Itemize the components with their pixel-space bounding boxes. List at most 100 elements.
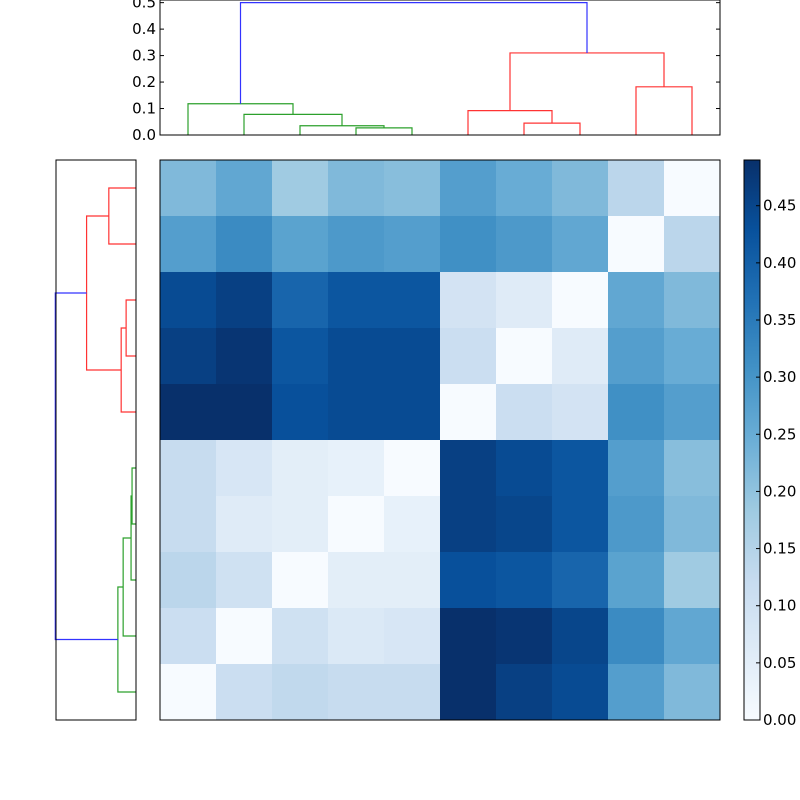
heatmap-cell — [664, 384, 721, 441]
heatmap-cell — [496, 608, 553, 665]
heatmap-frame — [159, 159, 721, 721]
heatmap-cell — [440, 552, 497, 609]
colorbar-tick-label: 0.40 — [763, 254, 796, 272]
heatmap-cell — [608, 328, 665, 385]
heatmap-cell — [216, 384, 273, 441]
heatmap-cell — [664, 496, 721, 553]
y-tick-label: 0.1 — [132, 100, 156, 118]
heatmap-cell — [216, 328, 273, 385]
heatmap-cell — [216, 496, 273, 553]
heatmap-cell — [160, 552, 217, 609]
heatmap-cell — [272, 608, 329, 665]
heatmap-cell — [552, 552, 609, 609]
heatmap-cell — [552, 608, 609, 665]
y-tick-label: 0.0 — [132, 126, 156, 144]
heatmap-cell — [160, 496, 217, 553]
colorbar-tick-label: 0.15 — [763, 540, 796, 558]
dendrogram-link — [108, 187, 136, 245]
heatmap-cell — [664, 440, 721, 497]
heatmap-cell — [552, 384, 609, 441]
heatmap-cell — [384, 328, 441, 385]
heatmap-cell — [608, 384, 665, 441]
heatmap-cell — [272, 272, 329, 329]
heatmap-cell — [216, 664, 273, 721]
dendrogram-link — [635, 86, 693, 135]
heatmap-cell — [272, 328, 329, 385]
heatmap-cell — [272, 496, 329, 553]
dendrogram-link — [130, 495, 136, 581]
heatmap-cell — [608, 160, 665, 217]
heatmap-cell — [552, 664, 609, 721]
heatmap-cell — [272, 440, 329, 497]
heatmap-cell — [160, 440, 217, 497]
heatmap-cell — [160, 384, 217, 441]
dendrogram-link — [187, 103, 294, 135]
heatmap-cell — [664, 160, 721, 217]
heatmap-cell — [384, 216, 441, 273]
colorbar: 0.00 0.05 0.10 0.15 0.20 0.25 0.30 0.35 0.40 0.45 — [743, 159, 796, 729]
colorbar-tick-label: 0.25 — [763, 425, 796, 443]
heatmap-cell — [384, 272, 441, 329]
colorbar-tick-label: 0.00 — [763, 711, 796, 729]
heatmap-cell — [328, 216, 385, 273]
colorbar-gradient — [743, 159, 761, 721]
top-dendrogram — [187, 2, 693, 135]
dendrogram-link — [54, 292, 118, 641]
dendrogram-link — [523, 122, 581, 135]
heatmap-cell — [664, 272, 721, 329]
heatmap-cell — [608, 664, 665, 721]
heatmap-cell — [384, 608, 441, 665]
y-tick-label: 0.3 — [132, 47, 156, 65]
heatmap-cell — [160, 216, 217, 273]
dendrogram-link — [299, 125, 385, 135]
heatmap-cell — [440, 496, 497, 553]
heatmap-cell — [608, 216, 665, 273]
heatmap-cell — [328, 272, 385, 329]
heatmap-cell — [160, 664, 217, 721]
dendrogram-link — [122, 537, 136, 637]
heatmap-cell — [496, 328, 553, 385]
heatmap-cell — [272, 216, 329, 273]
heatmap-cell — [440, 664, 497, 721]
dendrogram-link — [243, 113, 343, 135]
heatmap-cell — [440, 160, 497, 217]
colorbar-tick-label: 0.10 — [763, 597, 796, 615]
heatmap-cell — [440, 216, 497, 273]
heatmap-cell — [216, 608, 273, 665]
heatmap-cell — [384, 160, 441, 217]
heatmap-cell — [440, 384, 497, 441]
heatmap-cell — [440, 328, 497, 385]
heatmap-cell — [216, 272, 273, 329]
dendrogram-link — [239, 2, 588, 104]
heatmap-cell — [664, 216, 721, 273]
heatmap-cell — [384, 664, 441, 721]
heatmap-cell — [440, 272, 497, 329]
heatmap-cell — [552, 328, 609, 385]
heatmap-cell — [272, 160, 329, 217]
heatmap-cell — [496, 440, 553, 497]
heatmap-cell — [328, 552, 385, 609]
heatmap-cell — [496, 160, 553, 217]
heatmap-cell — [160, 160, 217, 217]
heatmap-cell — [664, 664, 721, 721]
heatmap-cell — [496, 496, 553, 553]
heatmap-cell — [328, 664, 385, 721]
dendrogram-link — [117, 586, 136, 693]
heatmap-cell — [608, 496, 665, 553]
heatmap-cell — [272, 552, 329, 609]
heatmap-cell — [496, 272, 553, 329]
top-dendrogram-frame — [159, 0, 721, 136]
heatmap-cell — [216, 440, 273, 497]
dendrogram-link — [509, 52, 665, 111]
heatmap-cell — [384, 384, 441, 441]
colorbar-tick-label: 0.45 — [763, 197, 796, 215]
dendrogram-link — [131, 467, 136, 525]
heatmap-cell — [328, 160, 385, 217]
colorbar-tick-label: 0.35 — [763, 311, 796, 329]
heatmap-cell — [384, 552, 441, 609]
heatmap-cell — [552, 272, 609, 329]
heatmap-cell — [496, 216, 553, 273]
heatmap-cell — [160, 272, 217, 329]
heatmap-cell — [328, 496, 385, 553]
heatmap-cell — [216, 216, 273, 273]
